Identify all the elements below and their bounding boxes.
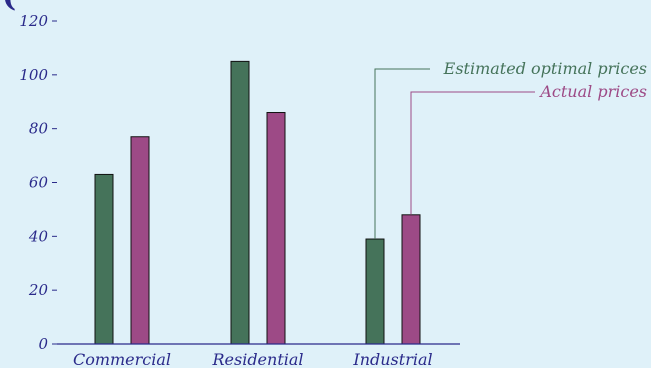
callout-line-0 (374, 68, 430, 240)
x-axis: Commercial Residential Industrial (57, 343, 460, 368)
bar-commercial-estimated (94, 173, 114, 345)
bar-industrial-actual (401, 214, 421, 345)
bar-industrial-estimated (365, 238, 385, 345)
series-callouts: Estimated optimal prices Actual prices (374, 59, 647, 240)
series-label-0: Estimated optimal prices (443, 59, 647, 78)
y-tick-label-1: 20 (28, 281, 49, 299)
callout-line-1 (410, 91, 535, 215)
y-tick-label-6: 120 (19, 12, 48, 30)
x-category-label-industrial: Industrial (352, 350, 432, 368)
y-tick-label-2: 40 (28, 227, 49, 245)
y-tick-label-0: 0 (38, 335, 48, 353)
y-tick-label-5: 100 (19, 66, 48, 84)
y-axis: 0 20 40 60 80 100 120 (19, 12, 57, 353)
chart-title: ( (2, 0, 16, 14)
x-category-label-commercial: Commercial (73, 350, 171, 368)
bar-residential-actual (266, 112, 286, 345)
bar-commercial-actual (130, 136, 150, 345)
bar-residential-estimated (230, 60, 250, 345)
y-tick-label-3: 60 (29, 174, 49, 192)
y-tick-label-4: 80 (29, 120, 49, 138)
bars-group (94, 60, 421, 345)
x-category-label-residential: Residential (211, 350, 303, 368)
series-label-1: Actual prices (538, 82, 647, 101)
